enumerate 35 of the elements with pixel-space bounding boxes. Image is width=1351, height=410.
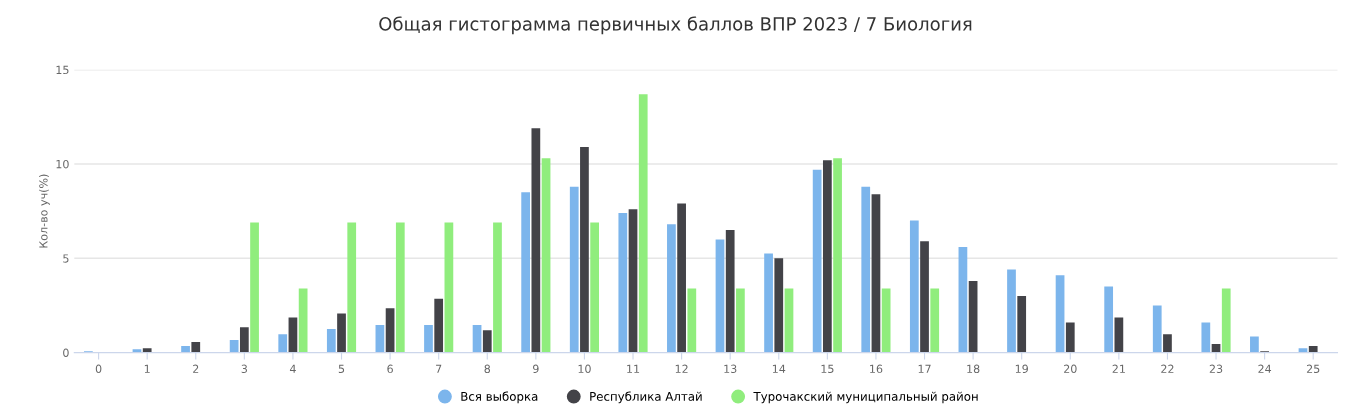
x-tick-label: 2	[193, 364, 199, 373]
x-tick-label: 14	[772, 364, 786, 373]
x-tick-label: 22	[1161, 364, 1174, 373]
x-tick-label: 7	[436, 364, 442, 373]
x-tick-label: 18	[967, 364, 980, 374]
x-tick-label: 17	[918, 364, 931, 373]
x-tick-label: 25	[1306, 364, 1320, 374]
legend-label: Республика Алтай	[590, 391, 702, 404]
x-tick-label: 3	[241, 364, 247, 374]
legend-label: Турочакский муниципальный район	[753, 391, 978, 404]
legend-label: Вся выборка	[461, 391, 538, 404]
x-tick-label: 9	[533, 364, 539, 374]
x-tick-label: 23	[1209, 364, 1223, 374]
x-tick-label: 13	[724, 364, 737, 374]
x-tick-label: 15	[821, 364, 834, 374]
y-tick-label: 5	[63, 254, 69, 263]
y-tick-label: 0	[63, 348, 69, 357]
y-tick-label: 10	[56, 159, 69, 169]
x-tick-label: 20	[1064, 364, 1077, 374]
x-tick-label: 4	[289, 364, 296, 373]
x-tick-label: 16	[870, 364, 883, 374]
x-tick-label: 11	[627, 364, 640, 373]
y-tick-label: 15	[56, 65, 69, 75]
x-tick-label: 0	[95, 364, 102, 374]
x-tick-label: 12	[675, 364, 688, 373]
x-tick-label: 24	[1258, 364, 1272, 373]
x-tick-label: 8	[484, 364, 491, 374]
x-tick-label: 21	[1112, 364, 1125, 373]
chart-title: Общая гистограмма первичных баллов ВПР 2023 / 7 Биология	[379, 16, 972, 35]
x-tick-label: 6	[387, 364, 393, 374]
x-tick-label: 5	[338, 364, 345, 374]
x-tick-label: 10	[578, 364, 591, 374]
x-tick-label: 19	[1015, 364, 1028, 374]
x-tick-label: 1	[144, 364, 150, 373]
y-axis-title: Кол-во уч(%)	[39, 174, 50, 248]
